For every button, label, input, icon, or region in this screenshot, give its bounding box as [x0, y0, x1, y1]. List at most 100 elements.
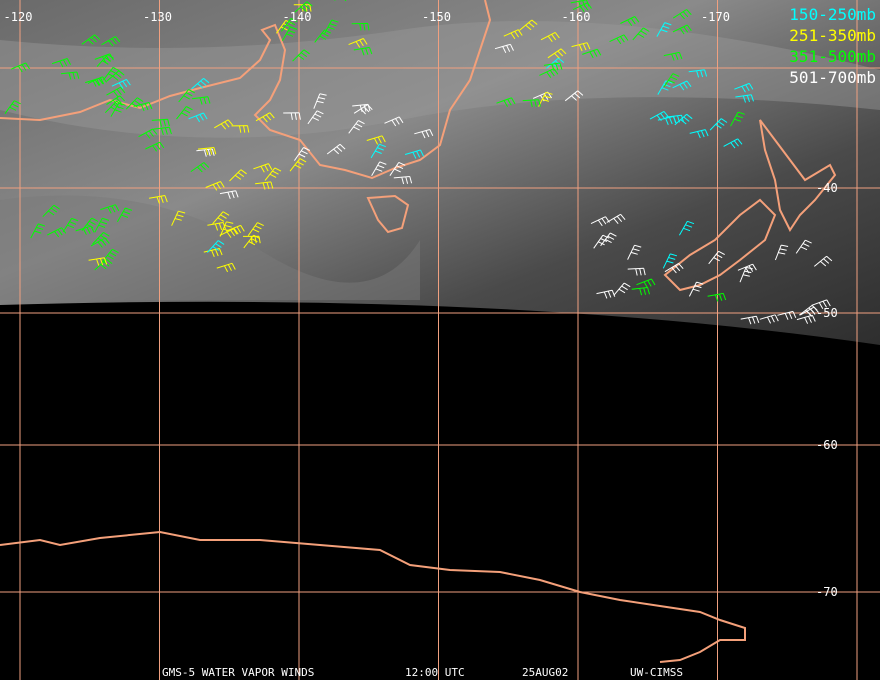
wind-barb	[207, 222, 226, 231]
wind-barb	[225, 224, 245, 235]
wind-barb	[672, 80, 692, 91]
wind-barb	[153, 126, 172, 136]
wind-barb	[663, 73, 680, 88]
wind-barb	[30, 223, 46, 239]
wind-barb	[85, 77, 105, 87]
wind-barb	[371, 161, 387, 176]
wind-barb	[739, 266, 753, 283]
wind-barb	[348, 38, 368, 48]
wind-barb	[205, 181, 225, 191]
wind-barb	[149, 195, 168, 204]
wind-barb	[414, 129, 434, 139]
wind-barb	[255, 181, 274, 190]
wind-barb	[689, 129, 709, 139]
wind-barb	[590, 216, 610, 227]
wind-barb	[539, 68, 559, 78]
wind-barb	[496, 97, 516, 107]
wind-barb	[370, 143, 386, 159]
wind-barb	[219, 221, 234, 237]
wind-barb	[313, 93, 327, 109]
wind-barb	[10, 62, 31, 73]
wind-barb	[51, 58, 72, 68]
wind-barb	[662, 253, 678, 269]
wind-barb	[197, 147, 217, 156]
wind-barb	[532, 91, 553, 102]
wind-barb	[151, 118, 170, 127]
wind-barb	[96, 54, 114, 67]
longitude-label: -150	[422, 10, 451, 24]
legend: 150-250mb 251-350mb 351-500mb 501-700mb	[789, 5, 876, 87]
wind-barb	[627, 244, 642, 260]
wind-barb	[47, 227, 67, 238]
wind-barb	[811, 299, 831, 309]
wind-barb	[264, 167, 282, 181]
wind-barb	[609, 34, 629, 45]
wind-barb	[672, 9, 692, 20]
footer-text: GMS-5 WATER VAPOR WINDS	[162, 666, 314, 679]
longitude-label: -130	[143, 10, 172, 24]
latitude-label: -50	[816, 306, 838, 320]
wind-barb	[707, 292, 727, 302]
legend-entry: 150-250mb	[789, 5, 876, 24]
wind-barb	[292, 49, 310, 62]
legend-entry: 351-500mb	[789, 47, 876, 66]
wind-barb	[178, 89, 195, 103]
wind-barb	[212, 211, 230, 225]
wind-barb	[219, 228, 239, 238]
wind-barb	[627, 267, 646, 276]
coastline-new-zealand-south	[663, 198, 777, 292]
wind-barb	[110, 102, 126, 117]
wind-barb	[774, 244, 789, 261]
wind-barb	[606, 213, 626, 225]
wind-barb	[253, 163, 273, 173]
wind-barb	[708, 250, 725, 265]
wind-barb	[522, 99, 541, 108]
wind-barb	[384, 116, 404, 127]
wind-barb	[759, 314, 779, 324]
wind-barb	[351, 22, 370, 31]
wind-barb	[125, 97, 144, 110]
wind-barb	[730, 111, 745, 127]
wind-barb	[777, 310, 797, 320]
wind-barb	[231, 125, 250, 133]
wind-barb	[657, 80, 673, 95]
wind-barb	[813, 255, 833, 267]
wind-barb	[81, 217, 99, 232]
wind-barb	[571, 42, 591, 52]
wind-barb	[229, 169, 247, 182]
footer-text: 12:00 UTC	[405, 666, 465, 679]
wind-barb	[519, 19, 538, 31]
wind-barb	[389, 161, 406, 176]
wind-barb	[636, 278, 656, 289]
wind-barb	[283, 112, 301, 120]
wind-barb	[207, 240, 225, 253]
wind-barb	[294, 1, 313, 13]
wind-barb	[613, 282, 631, 296]
wind-barb	[663, 51, 683, 61]
wind-barb	[62, 217, 79, 233]
wind-barb	[348, 120, 365, 134]
wind-barb	[570, 0, 590, 9]
wind-barb	[88, 257, 108, 266]
grid-labels: -120 -130 -140 -150 -160 -170 -40 -50 -60 -70	[4, 10, 838, 599]
wind-barb	[243, 234, 261, 249]
wind-barb	[289, 158, 307, 172]
wind-barb	[593, 234, 610, 249]
wind-barb	[674, 113, 693, 126]
legend-entry: 251-350mb	[789, 26, 876, 45]
wind-barb	[190, 162, 210, 173]
wind-barb	[664, 262, 684, 274]
wind-barb	[600, 232, 617, 247]
wind-barb	[145, 141, 165, 152]
wind-barb	[196, 148, 215, 157]
coastline-australia	[0, 0, 492, 180]
wind-barb	[242, 235, 261, 244]
wind-barb	[665, 114, 684, 124]
wind-barb	[538, 91, 553, 107]
wind-barb	[94, 258, 113, 271]
wind-barb	[94, 217, 110, 233]
wind-barb	[60, 71, 80, 80]
wind-barb	[280, 17, 298, 32]
